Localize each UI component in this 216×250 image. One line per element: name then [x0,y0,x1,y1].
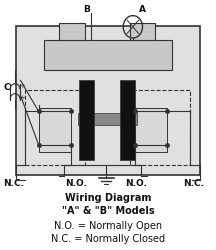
Text: A: A [139,5,146,14]
Text: +: + [20,95,25,101]
Text: +: + [20,84,25,89]
Bar [39,108,71,152]
Bar [25,90,85,165]
Text: N.O.: N.O. [125,179,147,188]
Text: N.C.: N.C. [3,179,24,188]
Bar [120,80,135,160]
Text: N.O.: N.O. [65,179,87,188]
Text: N.C.: N.C. [183,179,204,188]
Text: C: C [3,83,10,92]
Text: N.O. = Normally Open: N.O. = Normally Open [54,221,162,231]
Bar [79,80,94,160]
Bar [44,40,172,70]
Text: "A" & "B" Models: "A" & "B" Models [62,206,154,216]
Bar [16,26,200,175]
Bar [135,108,167,152]
Bar [59,23,85,40]
Bar [130,90,190,165]
Text: Wiring Diagram: Wiring Diagram [65,193,151,203]
Text: N.C. = Normally Closed: N.C. = Normally Closed [51,234,165,244]
Bar [130,23,155,40]
Text: B: B [83,5,90,14]
Bar [78,112,137,125]
